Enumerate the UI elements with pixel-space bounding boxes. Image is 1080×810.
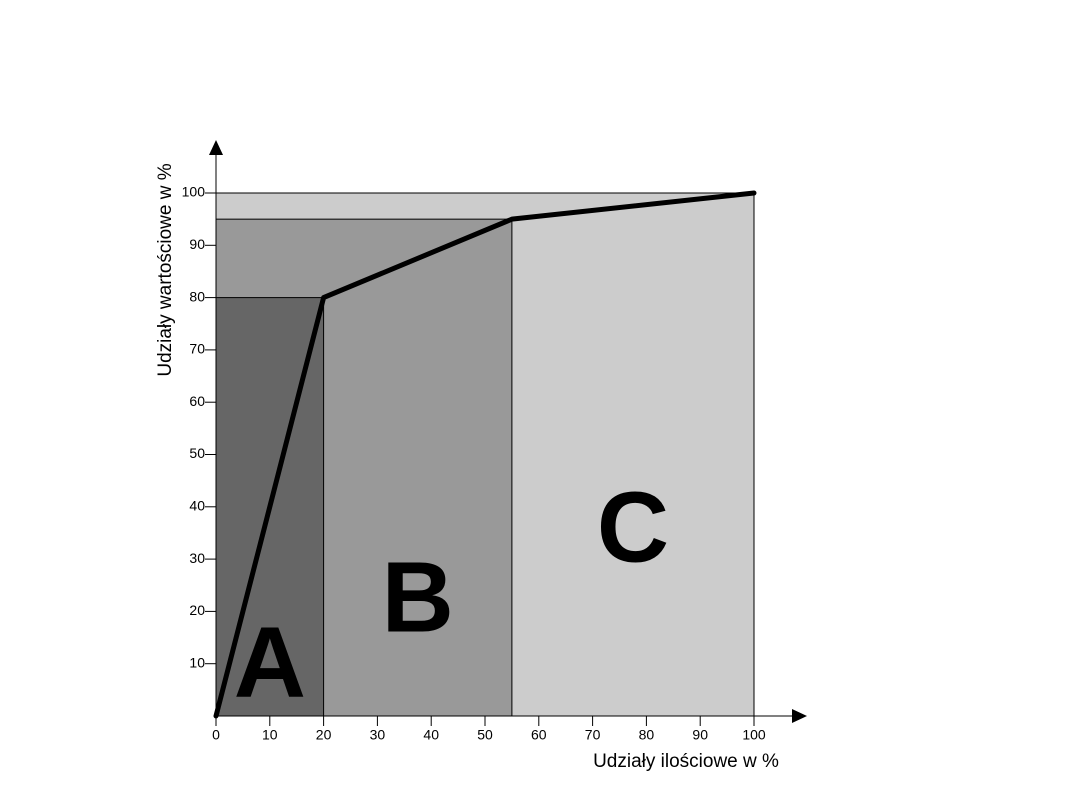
region-label: C	[597, 471, 669, 583]
y-axis-arrow	[209, 140, 223, 155]
x-axis-arrow	[792, 709, 807, 723]
y-tick-label: 10	[189, 654, 205, 670]
x-tick-label: 90	[692, 727, 708, 743]
y-tick-label: 20	[189, 602, 205, 618]
x-tick-label: 80	[639, 727, 655, 743]
x-tick-label: 10	[262, 727, 278, 743]
y-tick-label: 60	[189, 393, 205, 409]
region-label: B	[382, 541, 454, 653]
y-tick-label: 40	[189, 498, 205, 514]
y-tick-label: 50	[189, 445, 205, 461]
y-tick-label: 100	[182, 184, 206, 200]
x-tick-label: 70	[585, 727, 601, 743]
x-tick-label: 60	[531, 727, 547, 743]
x-tick-label: 0	[212, 727, 220, 743]
y-tick-label: 30	[189, 550, 205, 566]
x-tick-label: 50	[477, 727, 493, 743]
x-axis-title: Udziały ilościowe w %	[593, 751, 779, 772]
y-axis-title: Udziały wartościowe w %	[155, 163, 176, 376]
y-tick-label: 90	[189, 236, 205, 252]
x-tick-label: 100	[742, 727, 766, 743]
x-tick-label: 40	[423, 727, 439, 743]
curve	[213, 190, 757, 719]
region-label: A	[234, 606, 306, 718]
y-tick-label: 70	[189, 341, 205, 357]
y-tick-label: 80	[189, 288, 205, 304]
x-tick-label: 20	[316, 727, 332, 743]
x-tick-label: 30	[370, 727, 386, 743]
